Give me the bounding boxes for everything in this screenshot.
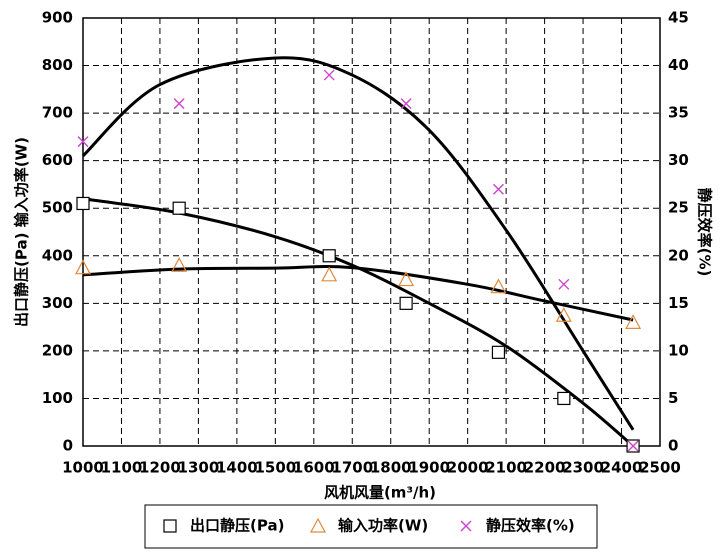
y-axis-label: 出口静压(Pa) 输入功率(W) [13,137,31,327]
y2-tick-label: 20 [668,246,689,264]
y2-tick-label: 0 [668,437,678,455]
y2-tick-label: 25 [668,199,689,217]
y2-tick-label: 5 [668,389,678,407]
x-tick-label: 2500 [639,459,681,477]
fit-curve [82,197,635,448]
data-point [492,183,504,195]
data-point [173,98,185,110]
y-tick-label: 0 [63,437,73,455]
y2-tick-label: 45 [668,9,689,27]
data-point [323,69,335,81]
y2-tick-label: 10 [668,341,689,359]
y2-axis-label: 静压效率(%) [696,188,714,277]
y2-tick-label: 40 [668,56,689,74]
y-tick-label: 100 [42,389,73,407]
legend-label: 静压效率(%) [486,517,575,535]
y2-tick-label: 30 [668,151,689,169]
data-point [558,278,570,290]
data-point [399,296,413,310]
x-tick-label: 1100 [101,459,143,477]
data-point [625,314,642,329]
y-tick-label: 800 [42,56,73,74]
legend-marker [163,519,177,533]
x-tick-label: 1200 [139,459,181,477]
data-point [171,257,188,272]
data-point [77,136,89,148]
x-tick-label: 1900 [408,459,450,477]
x-tick-label: 2000 [447,459,489,477]
x-tick-label: 1800 [370,459,412,477]
x-tick-label: 2300 [562,459,604,477]
fit-curve [81,56,635,431]
data-point [76,196,90,211]
y-tick-label: 300 [42,294,73,312]
x-tick-label: 2400 [601,459,643,477]
data-point [490,278,507,294]
y-tick-label: 200 [42,341,73,359]
x-axis-label: 风机风量(m³/h) [324,484,436,502]
y2-tick-label: 15 [668,294,689,312]
data-point [555,306,572,322]
x-tick-label: 1000 [62,459,104,477]
y-tick-label: 400 [42,246,73,264]
data-point [491,345,506,359]
legend-label: 输入功率(W) [338,517,428,535]
data-point [627,440,639,452]
legend-marker [460,520,472,532]
x-tick-label: 1300 [178,459,220,477]
x-tick-label: 1500 [254,459,296,477]
y-tick-label: 500 [42,199,73,217]
x-tick-label: 2200 [524,459,566,477]
y-tick-label: 900 [42,9,73,27]
data-point [400,98,412,110]
data-point [74,259,92,275]
legend-box [144,504,598,549]
data-point [322,249,336,263]
data-point [557,391,571,406]
x-tick-label: 1600 [293,459,335,477]
legend-label: 出口静压(Pa) [190,517,284,535]
data-point [172,201,186,215]
y-tick-label: 700 [42,104,73,122]
legend-marker [309,517,327,533]
data-point [321,266,338,282]
x-tick-label: 1400 [216,459,258,477]
data-point [398,271,415,287]
fit-curve [82,265,634,322]
x-tick-label: 2100 [485,459,527,477]
x-tick-label: 1700 [331,459,373,477]
plot-frame [82,17,661,447]
y-tick-label: 600 [42,151,73,169]
y2-tick-label: 35 [668,104,689,122]
